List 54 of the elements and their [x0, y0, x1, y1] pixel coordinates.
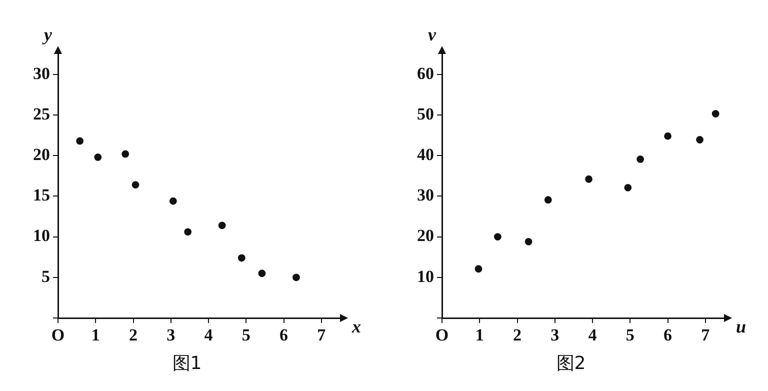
x-tick-label: O [435, 326, 449, 345]
point [76, 137, 84, 145]
point [474, 265, 482, 273]
x-tick-label: 5 [626, 326, 634, 345]
x-axis-title: x [351, 316, 361, 337]
point [524, 238, 532, 246]
point [238, 254, 246, 262]
y-axis-title: v [428, 24, 437, 45]
y-tick-label: 30 [33, 64, 50, 83]
point [712, 110, 720, 118]
x-tick-label: 6 [280, 326, 288, 345]
y-tick-label: 5 [42, 266, 50, 286]
point [544, 196, 552, 204]
x-axis-title: u [736, 316, 746, 337]
y-tick-label: 10 [33, 226, 50, 246]
x-tick-label: 5 [242, 326, 250, 345]
x-tick-label: 3 [166, 326, 176, 345]
point [636, 156, 644, 163]
x-tick-label: 4 [204, 326, 214, 345]
point [218, 222, 226, 230]
y-tick-label: 25 [33, 104, 50, 124]
point [132, 181, 140, 189]
point [169, 197, 177, 205]
x-tick-label: 1 [475, 326, 484, 345]
point [585, 175, 592, 183]
y-tick-label: 60 [417, 64, 434, 83]
y-tick-label: 30 [417, 186, 434, 205]
y-axis-title: y [42, 24, 53, 45]
text: 图1 [172, 352, 202, 374]
x-tick-label: 2 [129, 326, 138, 345]
x-tick-label: 3 [550, 326, 560, 345]
point [624, 184, 632, 192]
y-tick-label: 20 [417, 226, 434, 246]
x-tick-label: 6 [664, 326, 672, 345]
y-tick-label: 20 [33, 144, 50, 164]
x-tick-label: O [51, 326, 65, 345]
x-tick-label: 1 [91, 326, 100, 345]
point [494, 233, 502, 240]
y-tick-label: 50 [417, 104, 434, 124]
point [122, 150, 130, 158]
x-tick-label: 7 [317, 326, 326, 345]
y-tick-label: 15 [33, 186, 50, 205]
text: 图2 [556, 352, 586, 374]
point [292, 274, 300, 282]
point [696, 136, 704, 144]
x-tick-label: 2 [513, 326, 522, 345]
y-tick-label: 40 [417, 144, 434, 164]
point [258, 270, 266, 278]
y-tick-label: 10 [417, 266, 434, 286]
x-tick-label: 7 [701, 326, 710, 345]
point [184, 228, 192, 236]
point [94, 154, 102, 161]
x-tick-label: 4 [588, 326, 598, 345]
point [664, 132, 672, 140]
